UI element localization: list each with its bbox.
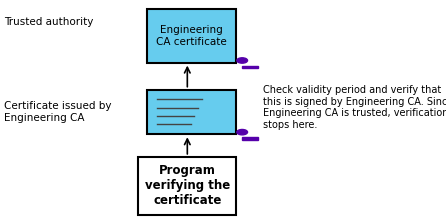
Text: Check validity period and verify that
this is signed by Engineering CA. Since
En: Check validity period and verify that th… [263, 85, 446, 130]
Text: Engineering
CA certificate: Engineering CA certificate [157, 25, 227, 47]
Text: Certificate issued by
Engineering CA: Certificate issued by Engineering CA [4, 101, 112, 123]
Bar [242, 66, 258, 68]
Circle shape [237, 129, 248, 135]
Bar [147, 9, 236, 63]
Text: Program
verifying the
certificate: Program verifying the certificate [145, 164, 230, 207]
Bar [147, 90, 236, 134]
Circle shape [237, 58, 248, 63]
Bar [242, 137, 258, 140]
Bar [138, 157, 236, 215]
Text: Trusted authority: Trusted authority [4, 17, 94, 27]
